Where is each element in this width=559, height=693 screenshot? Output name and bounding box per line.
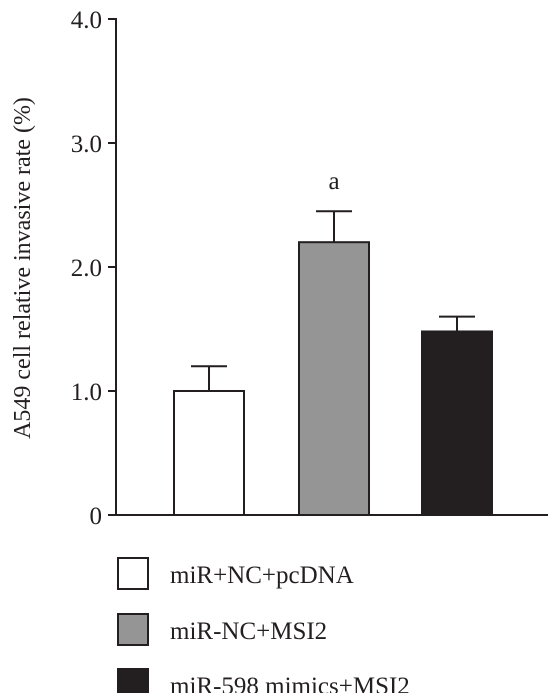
legend-label: miR+NC+pcDNA (170, 562, 354, 589)
plot-area: 0 1.0 2.0 3.0 4.0 a (71, 7, 548, 530)
bar (298, 241, 370, 516)
legend-label: miR-NC+MSI2 (170, 618, 327, 645)
significance-label: a (328, 168, 339, 195)
legend-label: miR-598 mimics+MSI2 (170, 673, 410, 693)
y-tick-label: 4.0 (71, 7, 102, 34)
bar (173, 390, 245, 516)
y-tick-label: 0 (90, 503, 103, 530)
legend: miR+NC+pcDNA miR-NC+MSI2 miR-598 mimics+MS… (117, 557, 410, 693)
legend-swatch (117, 613, 149, 646)
y-tick-label: 3.0 (71, 131, 102, 158)
y-tick-label: 2.0 (71, 255, 102, 282)
y-tick-label: 1.0 (71, 379, 102, 406)
legend-swatch (117, 668, 149, 693)
legend-swatch (117, 557, 149, 590)
y-axis-label: A549 cell relative invasive rate (%) (10, 97, 36, 439)
bar (421, 330, 493, 517)
